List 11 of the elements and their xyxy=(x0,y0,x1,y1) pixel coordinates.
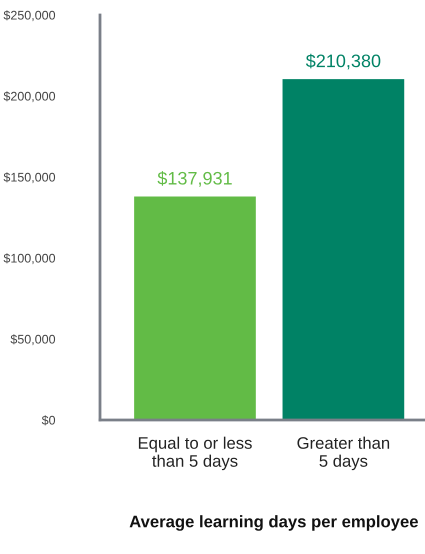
x-axis-title: Average learning days per employee xyxy=(130,515,418,531)
y-tick-label: $0 xyxy=(42,415,56,426)
x-tick-label: Greater than 5 days xyxy=(297,436,390,470)
y-tick-label: $150,000 xyxy=(4,172,56,184)
x-tick-label: Equal to or less than 5 days xyxy=(138,436,252,470)
y-tick-label: $100,000 xyxy=(4,253,56,264)
y-tick-label: $200,000 xyxy=(4,91,56,102)
y-tick-label: $250,000 xyxy=(4,10,56,22)
data-label: $210,380 xyxy=(306,54,380,70)
y-tick-label: $50,000 xyxy=(10,334,56,346)
data-label: $137,931 xyxy=(158,171,232,187)
